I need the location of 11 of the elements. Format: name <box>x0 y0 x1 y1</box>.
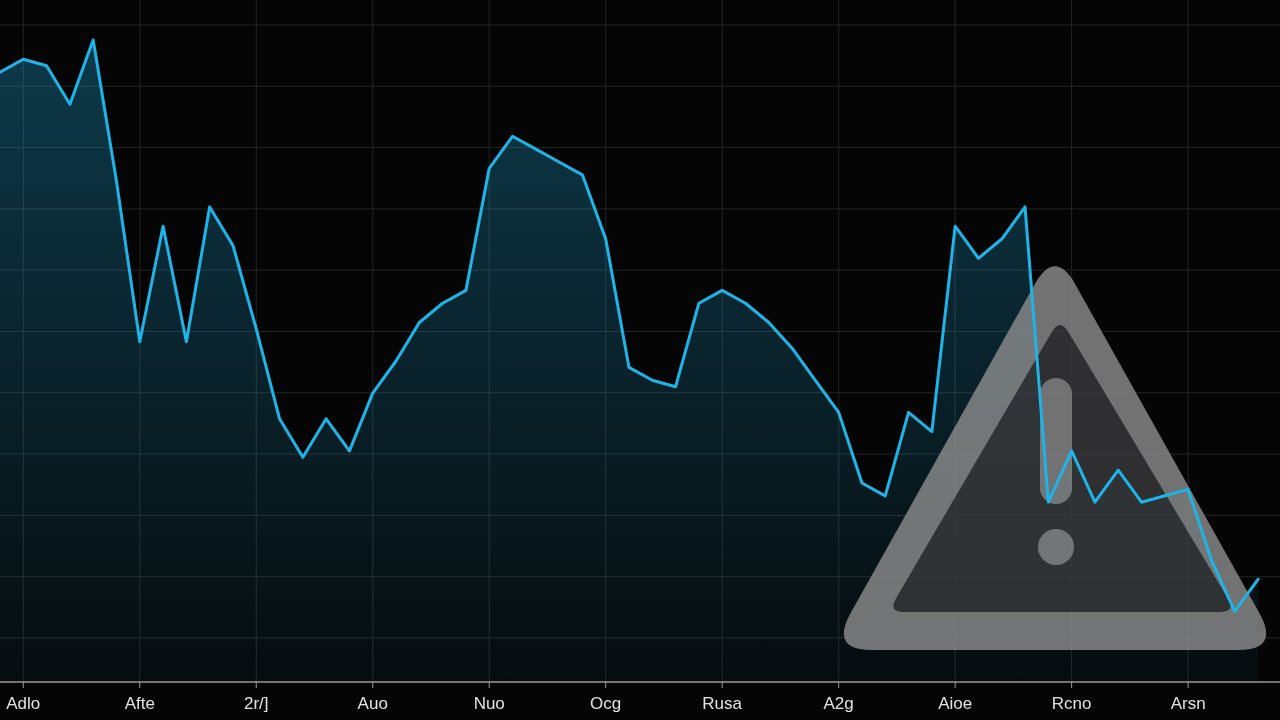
x-tick-label: Nuo <box>473 694 505 713</box>
x-tick-label: 2r/] <box>243 694 269 713</box>
x-tick-label: A2g <box>823 694 854 713</box>
x-tick-label: Auo <box>357 694 388 713</box>
x-tick-label: Rcno <box>1051 694 1092 713</box>
x-tick-label: Aioe <box>938 694 973 713</box>
x-tick-label: Arsn <box>1170 694 1206 713</box>
x-tick-label: Ocg <box>590 694 622 713</box>
x-tick-label: Afte <box>124 694 155 713</box>
x-tick-label: Adlo <box>6 694 41 713</box>
x-tick-label: Rusa <box>702 694 743 713</box>
